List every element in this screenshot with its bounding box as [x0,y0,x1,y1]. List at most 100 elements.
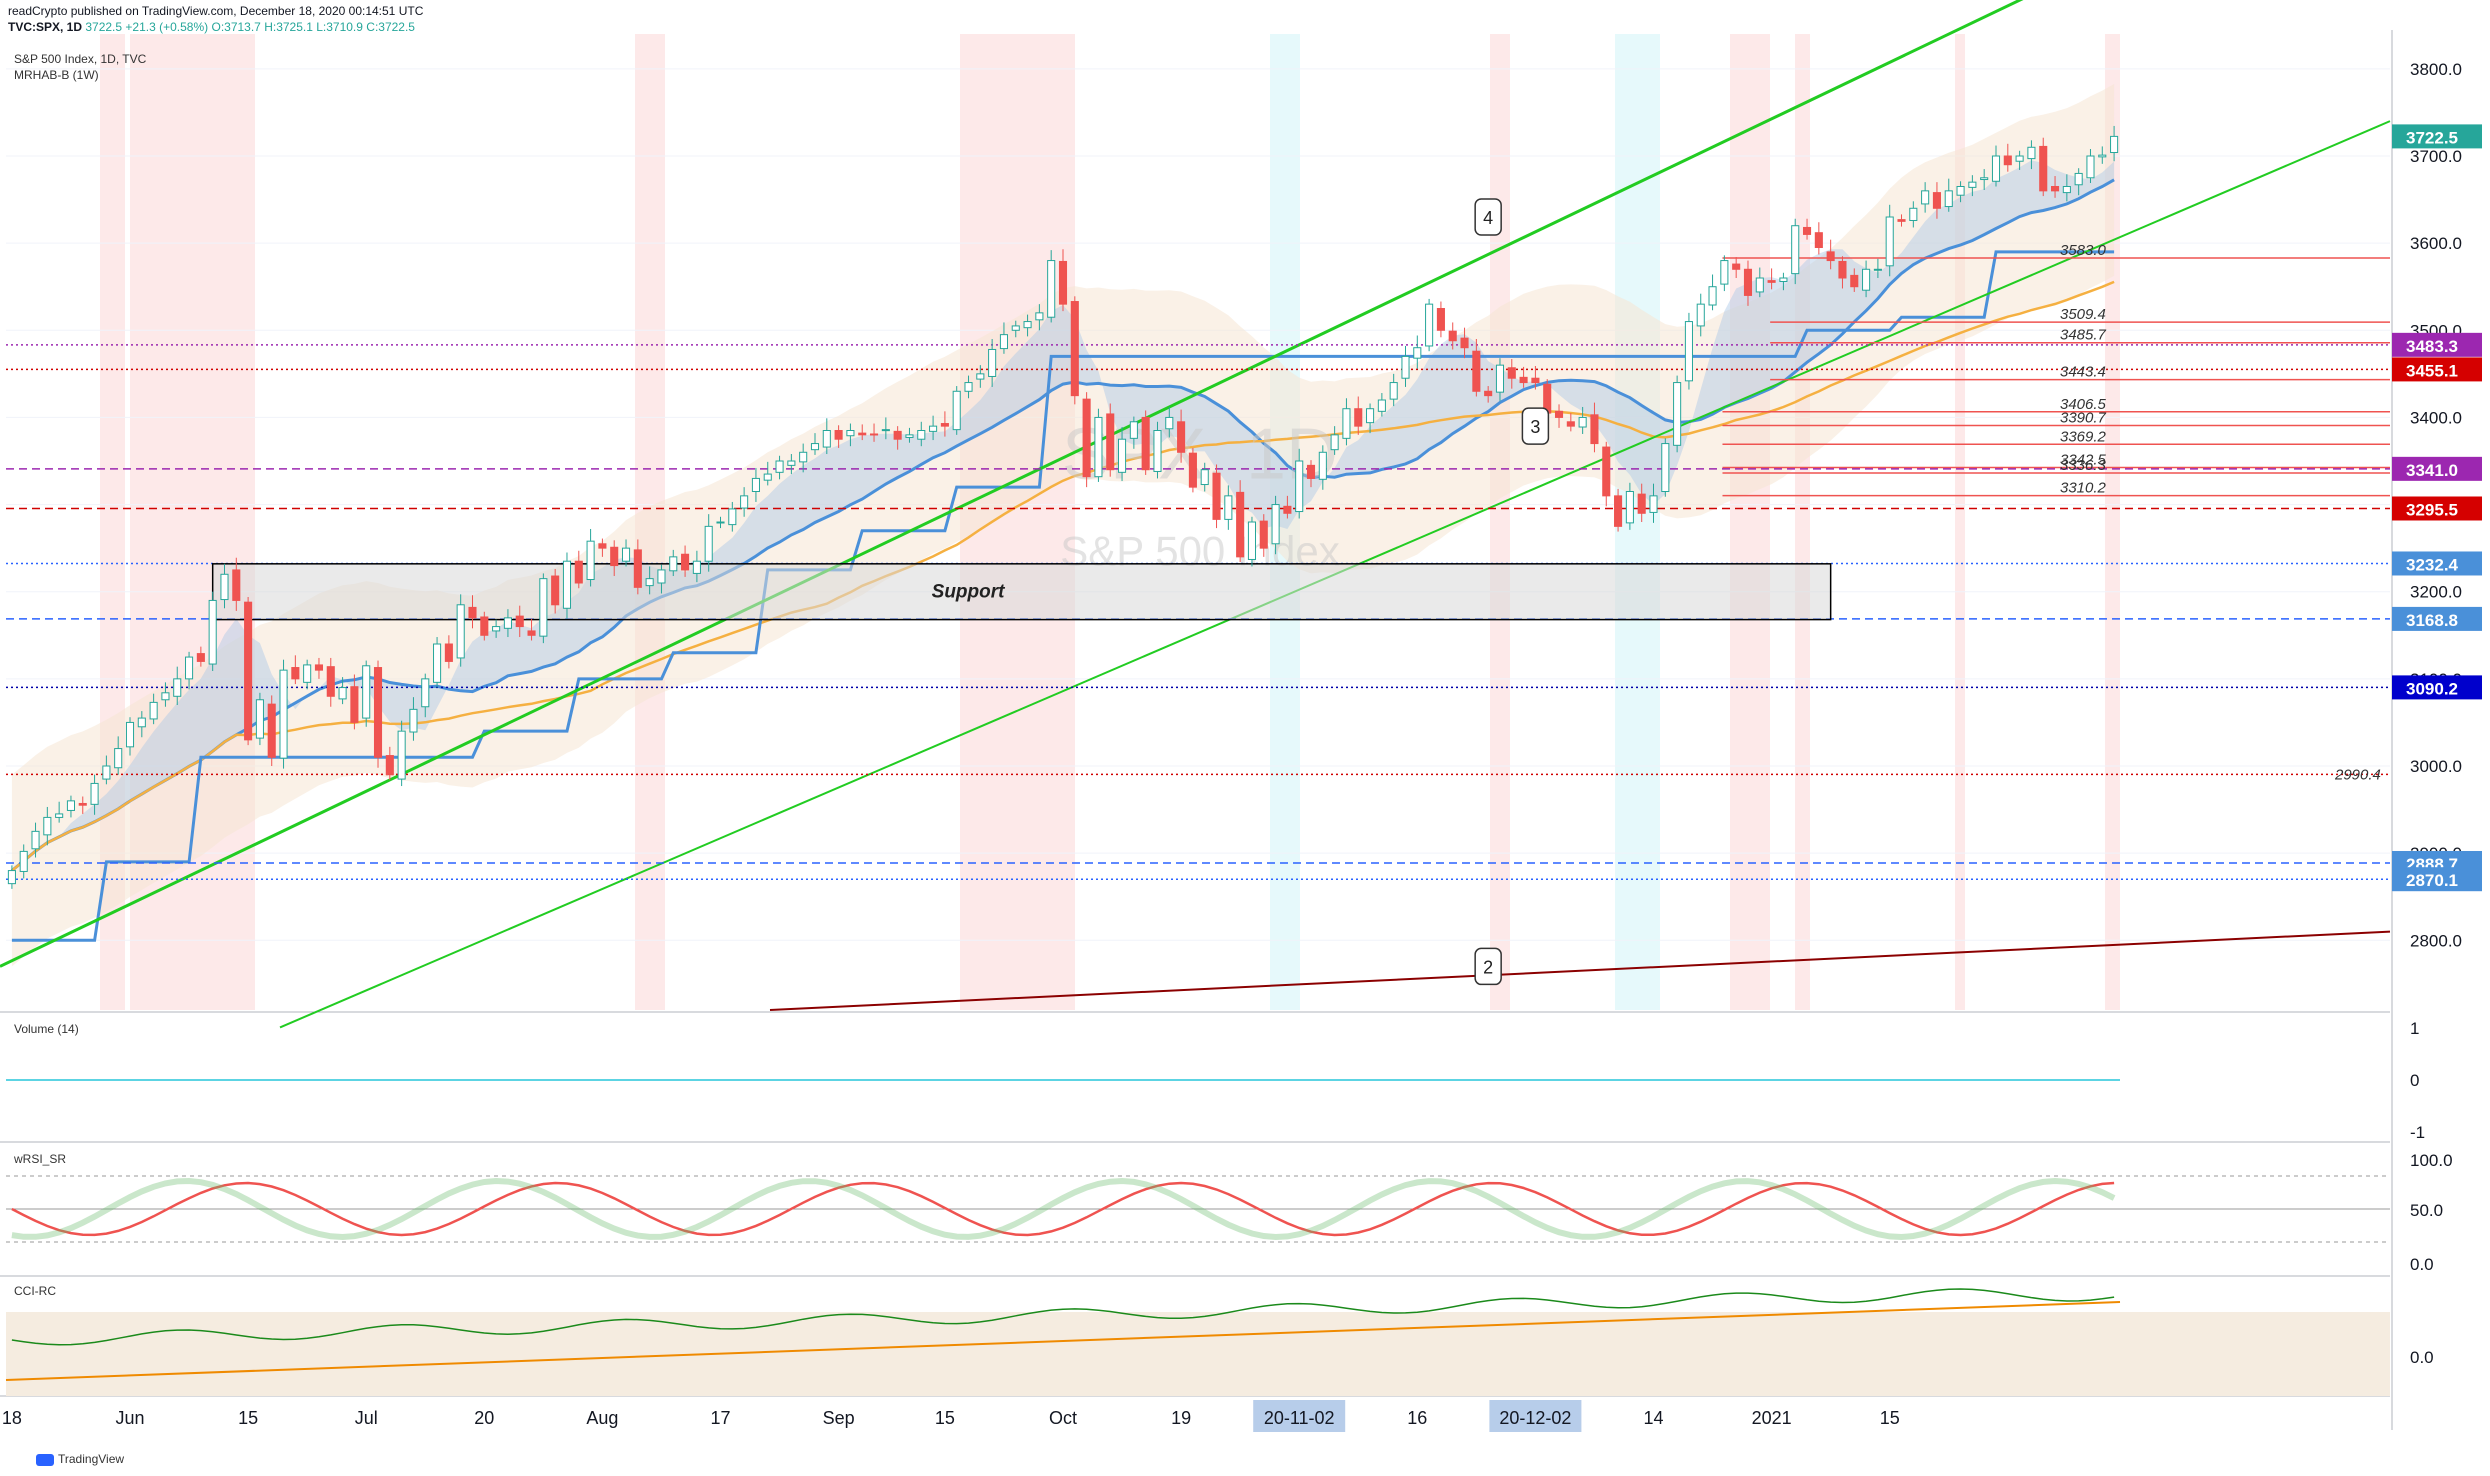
candle [421,673,430,718]
candle-body [373,667,383,758]
candle-body [858,432,867,436]
candle [373,660,383,768]
support-label: Support [932,582,1005,603]
candle [1791,218,1800,285]
price-badge: 3455.1 [2392,357,2482,382]
x-tick: 17 [710,1408,730,1428]
candle [1058,249,1068,312]
candle [7,865,16,889]
candle [2051,176,2060,198]
candle-body [1070,301,1079,397]
candle-body [799,451,808,463]
callout-box [1474,947,1502,986]
candle-body [385,755,394,776]
x-tick: 18 [2,1408,22,1428]
price-badge-text: 3483.3 [2406,337,2458,356]
candle-body [1366,408,1375,424]
candle [291,655,300,685]
price-badge-bg [2392,124,2482,149]
candle-body [1141,416,1150,471]
candle-body [740,495,749,509]
price-tick: 3700.0 [2410,147,2462,166]
candle-body [586,540,595,581]
candle-body [1153,430,1162,472]
candle-body [692,560,701,574]
candle-body [657,569,666,584]
x-tick: Sep [823,1408,855,1428]
x-tick: 16 [1407,1408,1427,1428]
candle-body [1058,260,1068,305]
candle [114,736,123,775]
candle [1035,304,1044,331]
candle [976,365,985,388]
candle-body [444,643,453,662]
x-tick: 14 [1643,1408,1663,1428]
candle [1802,218,1812,240]
candle [102,755,111,785]
candle-body [1791,225,1800,275]
candle-body [1413,347,1422,359]
candle-body [2086,155,2095,179]
candle [574,550,583,589]
candle [173,666,182,705]
candle-body [2098,154,2107,158]
candle-body [397,730,406,780]
candle [1873,258,1882,278]
callout-2: 2 [1474,947,1502,986]
support-zone[interactable]: Support [211,563,1832,621]
candle [598,538,607,557]
candle [1602,441,1611,507]
candle-body [1283,505,1292,514]
candle-body [1956,186,1965,196]
candle [1165,406,1174,438]
candle-body [1873,268,1882,271]
candle-body [314,664,324,671]
candle-body [1531,377,1540,384]
candle [55,801,64,823]
candle [1708,274,1717,311]
callout-text: 3 [1530,417,1540,437]
candle-body [173,678,182,697]
candle [539,573,548,644]
candle [2098,146,2107,164]
candle [1472,339,1481,397]
candle [31,822,40,858]
candle [149,693,158,725]
candlestick-series [7,125,2119,889]
candle [940,411,949,437]
candle [2086,149,2095,184]
candle-body [645,578,654,587]
candle-body [90,782,99,805]
candle [397,720,406,787]
candle [1082,392,1091,488]
candle-body [1862,268,1871,291]
candle [1885,204,1894,277]
candle [751,467,760,502]
candle [1177,409,1186,463]
candle-body [1106,413,1115,471]
candle-body [55,813,64,818]
candle-body [433,643,442,683]
candle-body [1377,399,1386,412]
candle-body [1011,325,1020,331]
candle-body [362,665,371,719]
candle [409,697,418,741]
candle-body [1118,438,1127,473]
candle-body [2074,172,2083,186]
level-label: 3406.5 [2060,396,2107,413]
candle-body [185,656,194,680]
candle-body [1188,452,1197,488]
publish-text: readCrypto published on TradingView.com,… [8,4,424,18]
x-tick: Oct [1049,1408,1077,1428]
candle [1306,460,1316,488]
candle-body [527,630,536,636]
candle [1342,398,1351,446]
candle-body [1094,416,1103,478]
candle [1259,514,1268,557]
candle-body [1035,312,1044,321]
candle [19,844,28,879]
candle [1850,268,1859,292]
candle [704,514,713,572]
candle-body [2027,146,2036,160]
